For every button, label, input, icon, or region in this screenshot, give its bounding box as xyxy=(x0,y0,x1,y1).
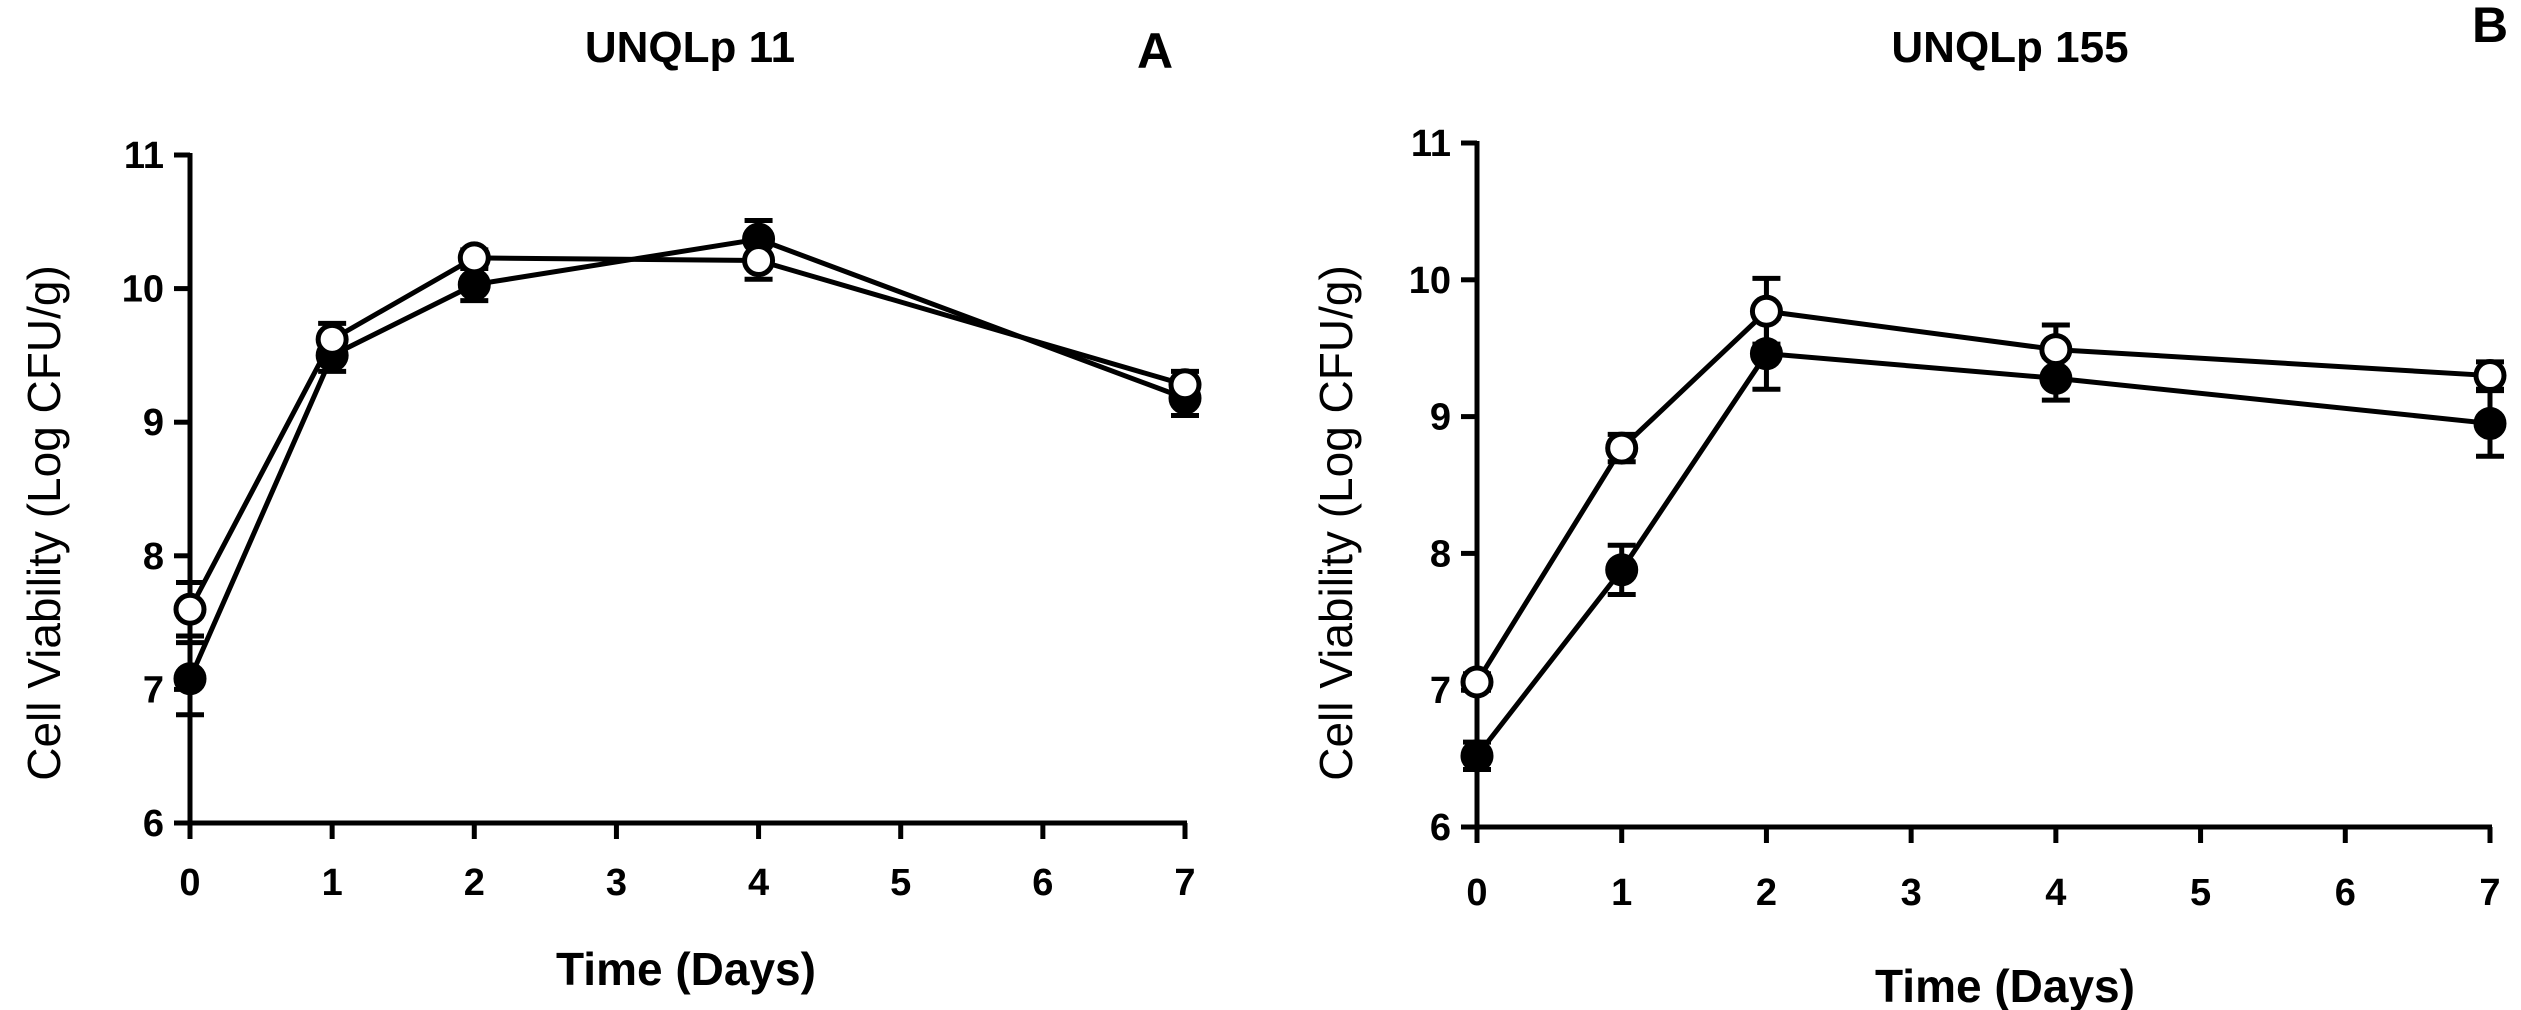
y-tick-label: 10 xyxy=(122,269,164,311)
panel-label: B xyxy=(2472,0,2508,53)
data-point-open xyxy=(2039,333,2073,367)
plot-area xyxy=(1460,275,2507,773)
panel-label: A xyxy=(1137,23,1173,79)
chart-panel-b: UNQLp 155 B Cell Viability (Log CFU/g) T… xyxy=(1310,0,2508,1010)
chart-title: UNQLp 11 xyxy=(585,23,795,72)
x-tick-label: 6 xyxy=(2335,872,2356,914)
y-tick-label: 6 xyxy=(143,803,164,845)
data-point-filled xyxy=(173,662,207,696)
x-tick-label: 2 xyxy=(1756,872,1777,914)
x-tick-label: 0 xyxy=(179,862,200,904)
y-tick-label: 7 xyxy=(143,669,164,711)
axes: 6 7 8 9 10 11 0 1 2 3 4 5 6 7 xyxy=(1409,123,2501,914)
y-axis-label: Cell Viability (Log CFU/g) xyxy=(18,265,70,781)
data-point-filled xyxy=(2473,406,2507,440)
data-point-open xyxy=(742,244,776,278)
data-point-filled xyxy=(457,268,491,302)
y-tick-label: 8 xyxy=(143,536,164,578)
y-tick-label: 7 xyxy=(1430,670,1451,712)
x-tick-label: 1 xyxy=(1611,872,1632,914)
y-tick-label: 9 xyxy=(143,402,164,444)
series-line-filled xyxy=(187,236,1186,680)
y-tick-label: 11 xyxy=(124,135,164,177)
data-point-filled xyxy=(1460,739,1494,773)
series-line-filled xyxy=(1475,351,2491,758)
x-tick-label: 3 xyxy=(606,862,627,904)
series-line-open xyxy=(187,255,1186,611)
x-tick-label: 5 xyxy=(890,862,911,904)
data-point-open xyxy=(1460,665,1494,699)
y-tick-label: 9 xyxy=(1430,397,1451,439)
data-point-open xyxy=(173,592,207,626)
data-point-open xyxy=(1168,368,1202,402)
axes: 6 7 8 9 10 11 0 1 2 3 4 5 6 7 xyxy=(122,135,1196,904)
plot-area xyxy=(173,217,1202,718)
series-line-open xyxy=(1474,308,2491,684)
x-tick-label: 5 xyxy=(2190,872,2211,914)
data-point-filled xyxy=(1605,553,1639,587)
chart-panel-a: UNQLp 11 A Cell Viability (Log CFU/g) Ti… xyxy=(18,23,1202,995)
x-tick-label: 3 xyxy=(1901,872,1922,914)
chart-title: UNQLp 155 xyxy=(1891,23,2128,72)
x-tick-label: 4 xyxy=(748,862,769,904)
x-axis-label: Time (Days) xyxy=(1875,960,2135,1010)
y-tick-label: 11 xyxy=(1411,123,1451,165)
data-point-open xyxy=(457,241,491,275)
data-point-filled xyxy=(1749,337,1783,371)
x-tick-label: 7 xyxy=(1174,862,1195,904)
data-point-open xyxy=(2473,359,2507,393)
x-tick-label: 6 xyxy=(1032,862,1053,904)
data-point-filled xyxy=(2039,361,2073,395)
x-axis-label: Time (Days) xyxy=(556,943,816,995)
y-axis-label: Cell Viability (Log CFU/g) xyxy=(1310,265,1362,781)
y-tick-label: 6 xyxy=(1430,807,1451,849)
data-point-open xyxy=(1749,294,1783,328)
x-tick-label: 4 xyxy=(2045,872,2066,914)
data-point-open xyxy=(1605,431,1639,465)
data-point-open xyxy=(315,322,349,356)
y-tick-label: 8 xyxy=(1430,533,1451,575)
x-tick-label: 7 xyxy=(2479,872,2500,914)
y-tick-label: 10 xyxy=(1409,260,1451,302)
x-tick-label: 0 xyxy=(1466,872,1487,914)
x-tick-label: 2 xyxy=(464,862,485,904)
x-tick-label: 1 xyxy=(322,862,343,904)
